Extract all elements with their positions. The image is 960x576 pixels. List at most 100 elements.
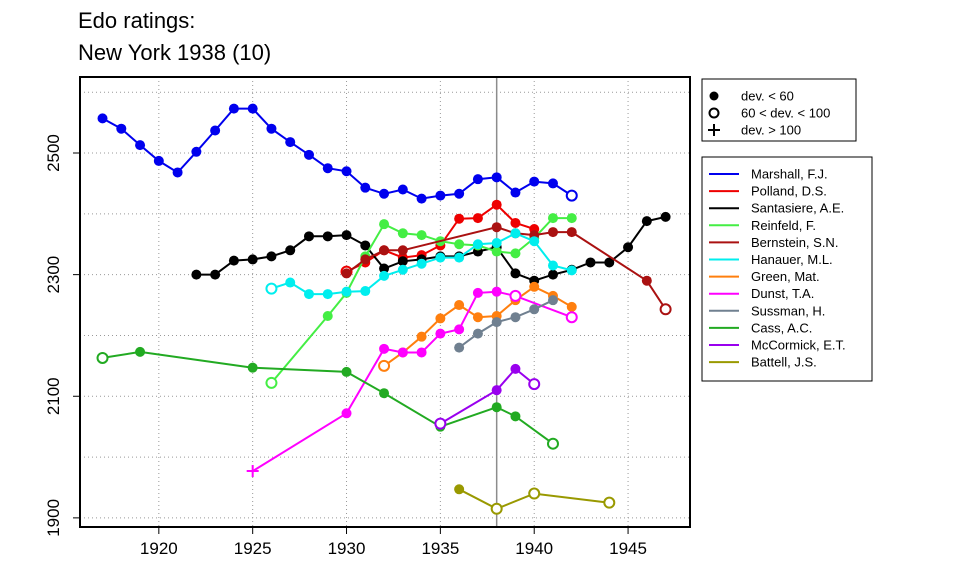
data-point — [472, 239, 483, 250]
series-line — [252, 290, 573, 472]
data-point — [435, 313, 446, 324]
symbol-legend-label: dev. < 60 — [741, 89, 794, 104]
data-point — [341, 268, 352, 279]
x-tick-label: 1945 — [609, 539, 647, 558]
plot-frame — [79, 76, 691, 528]
data-point — [546, 437, 559, 450]
data-point — [547, 260, 558, 271]
data-point — [322, 289, 333, 300]
x-tick-label: 1935 — [421, 539, 459, 558]
data-point — [303, 231, 314, 242]
x-tick-label: 1925 — [234, 539, 272, 558]
data-point — [547, 295, 558, 306]
data-point — [660, 211, 671, 222]
series-legend-label: Polland, D.S. — [751, 184, 827, 199]
data-point — [491, 172, 502, 183]
data-point — [397, 256, 408, 267]
data-point — [341, 366, 352, 377]
x-tick-label: 1920 — [140, 539, 178, 558]
data-point — [360, 254, 371, 265]
data-point — [246, 465, 259, 478]
data-point — [454, 252, 465, 263]
data-point — [510, 217, 521, 228]
data-point — [172, 167, 183, 178]
series-legend-label: Reinfeld, F. — [751, 218, 816, 233]
data-point — [135, 140, 146, 151]
data-point — [379, 270, 390, 281]
data-point — [472, 312, 483, 323]
data-point — [454, 484, 465, 495]
data-point — [360, 182, 371, 193]
series-legend-box — [701, 156, 873, 382]
data-point — [397, 228, 408, 239]
series-hanauer-m-l — [265, 228, 577, 300]
data-point — [435, 190, 446, 201]
data-point — [416, 258, 427, 269]
data-point — [379, 263, 390, 274]
series-legend-label: Santasiere, A.E. — [751, 201, 844, 216]
series-sussman-h — [454, 295, 558, 353]
series-line — [458, 488, 610, 510]
data-point — [360, 240, 371, 251]
data-point — [265, 282, 278, 295]
series-cass-a-c — [96, 346, 559, 450]
data-point — [510, 268, 521, 279]
data-point — [210, 269, 221, 280]
data-point — [266, 123, 277, 134]
data-point — [491, 317, 502, 328]
legend-marker — [708, 124, 720, 136]
data-point — [623, 242, 634, 253]
data-point — [472, 287, 483, 298]
data-point — [510, 363, 521, 374]
series-legend-label: Sussman, H. — [751, 303, 825, 318]
data-point — [603, 496, 616, 509]
data-point — [435, 252, 446, 263]
series-legend-label: Bernstein, S.N. — [751, 235, 838, 250]
data-point — [472, 174, 483, 185]
data-point — [491, 286, 502, 297]
chart-title-line-2: New York 1938 (10) — [78, 40, 272, 65]
data-point — [510, 411, 521, 422]
data-point — [491, 246, 502, 257]
data-point — [510, 248, 521, 259]
data-point — [491, 385, 502, 396]
data-point — [529, 281, 540, 292]
data-point — [191, 269, 202, 280]
data-point — [565, 311, 578, 324]
data-point — [379, 343, 390, 354]
data-point — [585, 257, 596, 268]
data-point — [191, 146, 202, 157]
data-point — [529, 236, 540, 247]
data-point — [454, 324, 465, 335]
series-legend-label: Cass, A.C. — [751, 320, 812, 335]
data-point — [491, 222, 502, 233]
data-point — [360, 286, 371, 297]
y-tick-label: 2500 — [44, 134, 63, 172]
data-point — [547, 227, 558, 238]
data-point — [265, 376, 278, 389]
data-point — [285, 277, 296, 288]
data-point — [604, 257, 615, 268]
series-legend: Marshall, F.J. Polland, D.S. Santasiere, A… — [701, 156, 873, 382]
data-point — [547, 213, 558, 224]
series-mccormick-e-t — [434, 363, 541, 430]
series-dunst-t-a — [246, 286, 578, 478]
data-point — [454, 342, 465, 353]
series-legend-label: Green, Mat. — [751, 269, 820, 284]
data-point — [659, 303, 672, 316]
y-tick-label: 2100 — [44, 377, 63, 415]
data-point — [641, 216, 652, 227]
chart-title-line-1: Edo ratings: — [78, 8, 196, 33]
data-point — [547, 178, 558, 189]
data-point — [266, 251, 277, 262]
data-point — [378, 359, 391, 372]
data-point — [416, 193, 427, 204]
data-point — [454, 239, 465, 250]
y-tick-label: 1900 — [44, 499, 63, 537]
legend-marker — [708, 107, 720, 119]
data-point — [285, 245, 296, 256]
data-point — [397, 184, 408, 195]
data-point — [434, 417, 447, 430]
data-point — [510, 187, 521, 198]
